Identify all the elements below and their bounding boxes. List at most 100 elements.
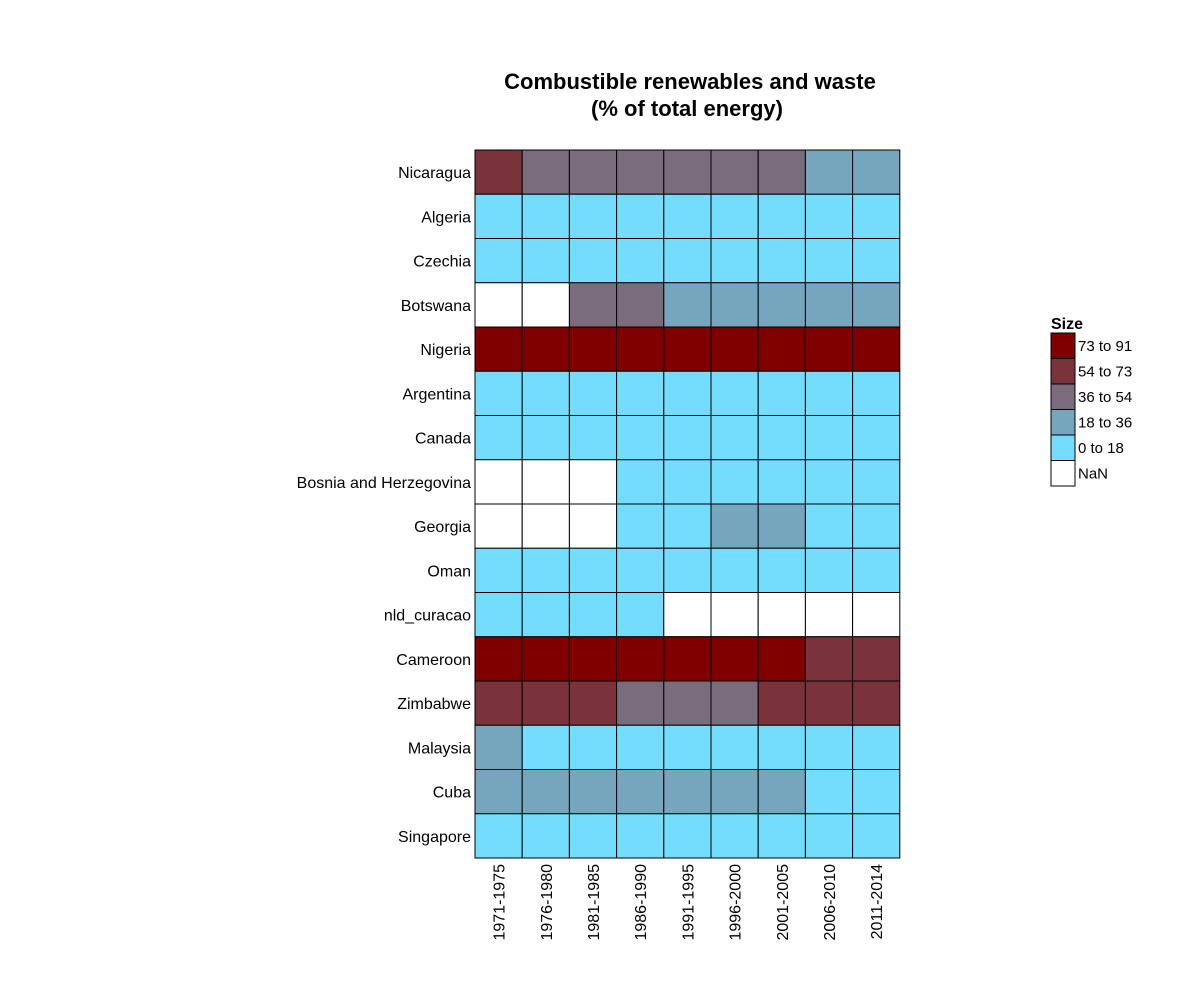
heatmap-cell [804,680,854,726]
heatmap-cell [710,592,759,638]
heatmap-cell [710,459,759,505]
row-label: Algeria [421,209,471,226]
heatmap-cell [663,503,712,549]
column-label: 1976-1980 [539,864,556,941]
heatmap-cell [521,459,570,505]
row-label: Botswana [401,298,471,315]
row-label: Malaysia [408,740,471,757]
heatmap-cell [474,636,523,682]
row-label: Zimbabwe [397,696,471,713]
heatmap-cell [568,193,618,239]
heatmap-cell [757,547,806,593]
heatmap-cell [568,592,618,638]
heatmap-cell [616,547,665,593]
heatmap-cell [521,636,570,682]
heatmap-cell [521,149,570,195]
heatmap-cell [568,459,618,505]
heatmap-cell [663,724,712,770]
legend-label: 73 to 91 [1078,338,1132,355]
legend-label: 36 to 54 [1078,389,1132,406]
heatmap-cell [568,282,618,328]
heatmap-cell [568,326,618,372]
heatmap-cell [663,636,712,682]
heatmap-cell [663,370,712,416]
legend-label: 54 to 73 [1078,363,1132,380]
heatmap-cell [852,636,901,682]
heatmap-cell [757,503,806,549]
column-labels: 1971-1975 1976-1980 1981-1985 1986-1990 1991… [492,864,887,941]
heatmap-cell [852,503,901,549]
row-label: Oman [427,563,471,580]
heatmap-cell [568,238,618,284]
heatmap-cell [710,370,759,416]
heatmap-cell [852,415,901,461]
heatmap-cell [474,415,523,461]
heatmap-cell [757,149,806,195]
heatmap-cell [568,149,618,195]
heatmap-cell [521,193,570,239]
heatmap-cell [474,680,523,726]
legend-label: NaN [1078,465,1108,482]
heatmap-cell [616,769,665,815]
heatmap-cell [616,592,665,638]
heatmap-cell [852,238,901,284]
heatmap-cell [757,326,806,372]
row-label: Bosnia and Herzegovina [297,475,471,492]
heatmap-cell [568,724,618,770]
heatmap-cell [521,592,570,638]
heatmap-cell [757,592,806,638]
heatmap-cell [474,238,523,284]
heatmap-cell [710,238,759,284]
heatmap-cell [804,592,854,638]
column-label: 1996-2000 [728,864,745,941]
heatmap-cell [757,415,806,461]
heatmap-cell [710,282,759,328]
heatmap-cell [804,370,854,416]
heatmap-cell [710,149,759,195]
column-label: 2006-2010 [822,864,839,941]
heatmap-cell [852,769,901,815]
heatmap-cell [616,149,665,195]
heatmap-cell [710,193,759,239]
heatmap-cell [663,459,712,505]
heatmap-cell [852,326,901,372]
heatmap-cell [568,415,618,461]
heatmap-cell [474,769,523,815]
row-label: Cameroon [396,652,471,669]
column-label: 1981-1985 [586,864,603,941]
heatmap-cell [568,370,618,416]
heatmap-cell [474,724,523,770]
heatmap-cell [616,326,665,372]
chart-title-line-1: Combustible renewables and waste [504,69,876,94]
heatmap-cell [474,149,523,195]
heatmap-cell [521,503,570,549]
heatmap-cell [663,769,712,815]
row-label: Czechia [413,254,471,271]
chart-title-line-2: (% of total energy) [591,96,783,121]
heatmap-cell [521,813,570,859]
heatmap-cell [616,503,665,549]
heatmap-cell [616,238,665,284]
heatmap-cell [757,724,806,770]
heatmap-cell [663,193,712,239]
heatmap-cell [804,415,854,461]
heatmap-cell [474,813,523,859]
heatmap-cell [663,680,712,726]
heatmap-cell [521,547,570,593]
row-label: Singapore [398,829,471,846]
heatmap-cell [521,370,570,416]
heatmap-cell [616,636,665,682]
heatmap-cell [474,503,523,549]
legend-label: 18 to 36 [1078,414,1132,431]
heatmap-cell [710,636,759,682]
heatmap-cell [852,193,901,239]
heatmap-cell [852,370,901,416]
heatmap-cell [663,149,712,195]
column-label: 2001-2005 [775,864,792,941]
row-label: Georgia [414,519,471,536]
heatmap-cell [757,282,806,328]
heatmap-cell [852,724,901,770]
column-label: 1971-1975 [492,864,509,941]
heatmap-cell [852,547,901,593]
heatmap-cell [474,459,523,505]
